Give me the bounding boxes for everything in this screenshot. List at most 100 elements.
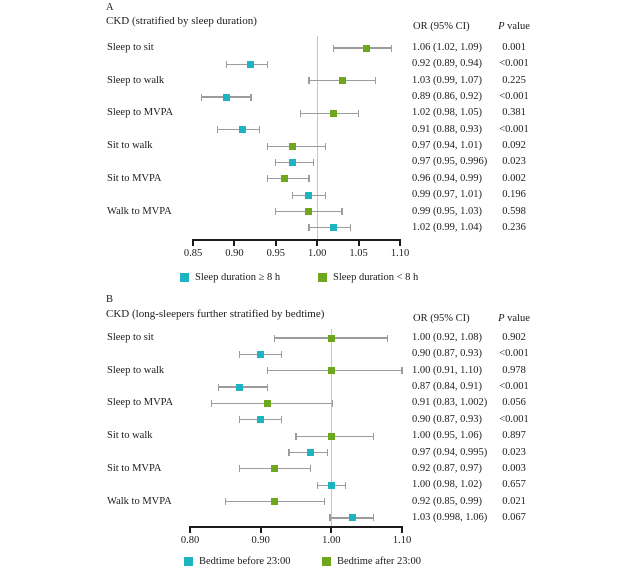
p-value: 0.598 [502,205,526,217]
p-value: <0.001 [499,348,529,360]
or-marker [327,432,335,440]
ci-cap-right [323,498,325,506]
ci-cap-right [267,383,269,391]
p-value-column-header: P value [484,311,544,327]
ci-cap-left [266,175,269,183]
ci-cap-right [313,158,315,166]
p-value: 0.978 [502,364,526,376]
row-label: Sleep to MVPA [107,397,174,409]
legend-label: Bedtime before 23:00 [199,555,291,567]
or-marker [288,142,296,150]
ci-cap-left [308,77,310,85]
row-label: Sit to walk [107,430,153,442]
panel-title: CKD (long-sleepers further stratified by… [106,308,325,320]
ci-cap-left [274,334,276,342]
ci-bar [267,145,326,147]
p-value: 0.021 [502,495,526,507]
legend-item: Bedtime after 23:00 [322,555,421,567]
panel-title: CKD (stratified by sleep duration) [106,15,257,27]
legend-swatch [322,556,331,566]
ci-cap-right [332,399,334,407]
x-axis-tick [330,528,333,533]
x-axis-tick-label: 1.10 [392,534,412,546]
x-axis-tick-label: 0.90 [251,534,270,546]
ci-bar [217,129,260,131]
legend-item: Sleep duration < 8 h [318,271,418,283]
ci-bar [211,402,333,405]
or-marker [257,416,265,424]
or-ci-value: 0.97 (0.94, 1.01) [412,140,482,152]
p-value: 0.003 [502,462,526,474]
ci-bar [300,112,359,114]
p-value: 0.902 [502,332,526,343]
p-header-rest: value [504,313,530,324]
or-ci-value: 1.02 (0.99, 1.04) [412,221,482,233]
or-ci-value: 0.90 (0.87, 0.93) [412,348,482,360]
row-label: Sit to MVPA [107,462,162,474]
x-axis-tick-label: 0.85 [183,247,203,259]
or-ci-value: 1.06 (1.02, 1.09) [412,42,482,53]
legend-swatch [318,272,327,282]
ci-cap-left [238,465,241,473]
legend-label: Bedtime after 23:00 [337,555,421,567]
legend-label: Sleep duration < 8 h [333,271,419,283]
or-marker [330,109,338,117]
or-ci-value: 0.92 (0.89, 0.94) [412,58,482,70]
row-label: Sleep to walk [107,364,165,376]
x-axis-tick-label: 0.95 [266,247,285,259]
ci-cap-left [308,224,310,232]
p-value: 0.002 [502,172,526,184]
row-label: Sit to walk [107,140,153,152]
or-ci-value: 0.91 (0.88, 0.93) [412,123,482,135]
or-marker [363,44,371,52]
ci-cap-right [391,44,393,52]
ci-cap-right [258,126,260,134]
or-marker [305,191,313,199]
ci-cap-left [291,191,293,199]
ci-bar [296,435,374,437]
p-value: 0.023 [502,156,526,168]
or-marker [257,350,265,358]
or-ci-column-header: OR (95% CI) [413,21,470,32]
ci-cap-left [266,142,269,150]
row-label: Sleep to MVPA [107,107,174,119]
or-ci-value: 0.97 (0.95, 0.996) [412,156,488,168]
or-marker [271,465,279,473]
ci-cap-right [374,77,376,85]
x-axis-tick-label: 1.10 [390,247,410,259]
x-axis-line [189,526,403,528]
p-value: <0.001 [499,381,529,393]
ci-bar [226,63,268,65]
or-marker [305,208,313,215]
or-marker [247,60,255,68]
or-ci-value: 0.99 (0.97, 1.01) [412,189,482,201]
row-label: Walk to MVPA [107,205,172,217]
ci-bar [267,370,402,372]
x-axis-tick-label: 1.00 [308,247,327,259]
x-axis-tick [189,528,191,533]
p-value: 0.196 [502,189,526,201]
ci-cap-left [217,126,219,134]
p-value: <0.001 [499,123,529,135]
or-marker [264,399,272,407]
ci-cap-left [329,514,331,522]
or-ci-value: 1.03 (0.99, 1.07) [412,74,482,86]
legend-item: Bedtime before 23:00 [184,555,291,567]
row-label: Sleep to sit [107,332,154,343]
or-ci-value: 0.91 (0.83, 1.002) [412,397,488,409]
reference-line [330,329,332,526]
ci-cap-left [238,350,241,358]
ci-cap-left [200,93,202,101]
legend-swatch [184,556,193,566]
p-header-italic: P [498,313,505,324]
or-ci-value: 1.00 (0.91, 1.10) [412,364,482,376]
or-ci-value: 0.89 (0.86, 0.92) [412,91,482,103]
ci-cap-right [344,481,347,489]
x-axis-tick [357,241,360,246]
or-ci-value: 0.92 (0.85, 0.99) [412,495,482,507]
or-marker [306,449,314,457]
or-marker [349,514,357,522]
or-marker [338,77,346,85]
row-label: Sleep to sit [107,42,154,53]
or-marker [327,334,335,342]
